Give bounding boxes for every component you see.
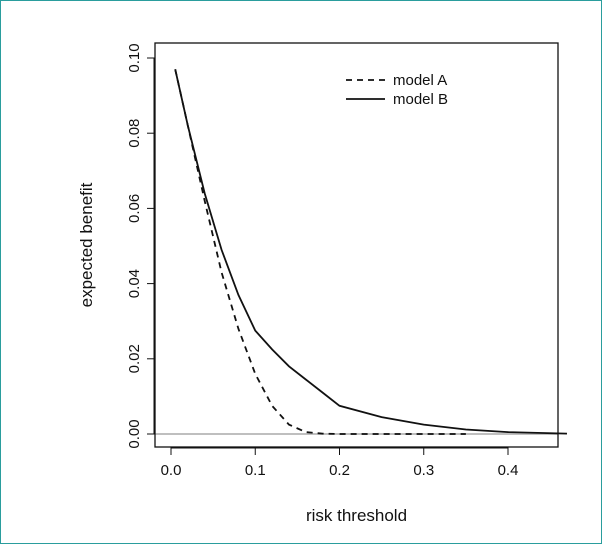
y-tick-label: 0.06 xyxy=(126,194,143,223)
series-line-model-b xyxy=(174,69,567,435)
y-tick-label: 0.10 xyxy=(126,43,143,72)
y-axis-label: expected benefit xyxy=(77,182,96,307)
x-tick-label: 0.2 xyxy=(329,462,350,479)
y-tick-label: 0.02 xyxy=(126,344,143,373)
x-tick-label: 0.0 xyxy=(161,462,182,479)
legend-label: model A xyxy=(393,72,447,89)
y-tick-label: 0.00 xyxy=(126,419,143,448)
legend-label: model B xyxy=(393,91,448,108)
plot-area xyxy=(154,42,559,448)
x-tick-label: 0.3 xyxy=(413,462,434,479)
series-line-model-a xyxy=(174,69,466,435)
y-tick-label: 0.04 xyxy=(126,269,143,298)
x-tick-label: 0.1 xyxy=(245,462,266,479)
x-axis-label: risk threshold xyxy=(306,506,407,525)
y-tick-label: 0.08 xyxy=(126,119,143,148)
x-tick-label: 0.4 xyxy=(498,462,519,479)
